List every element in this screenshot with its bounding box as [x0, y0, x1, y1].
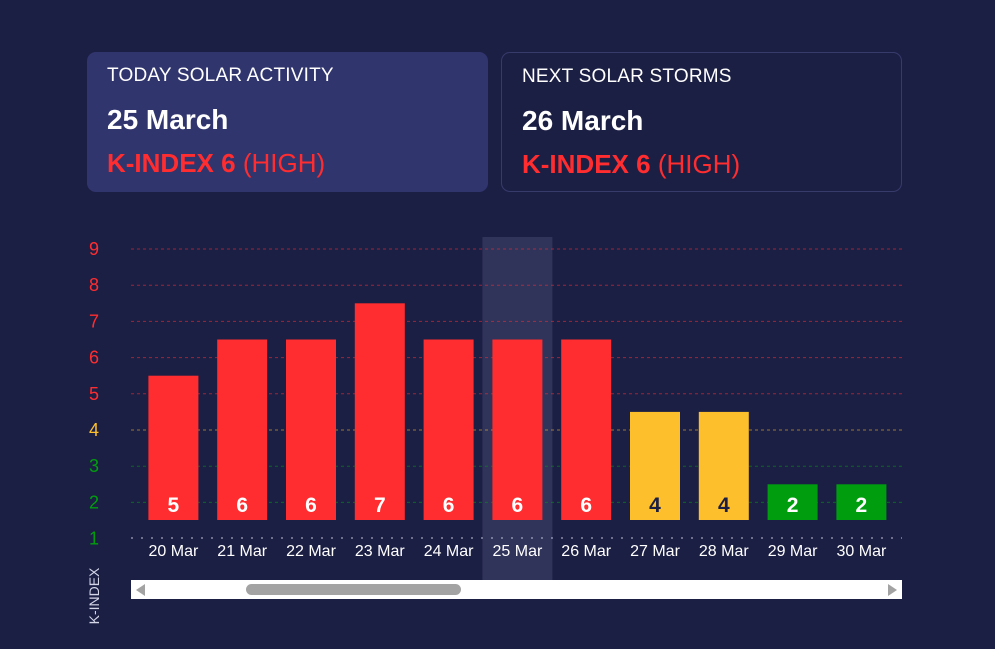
- next-kindex-level: (HIGH): [657, 149, 741, 179]
- bar: [148, 375, 199, 520]
- bar: [767, 484, 818, 520]
- x-tick-label: 26 Mar: [561, 543, 611, 560]
- bar: [217, 339, 268, 520]
- y-tick-label: 5: [89, 384, 99, 404]
- x-tick-label: 21 Mar: [217, 543, 267, 560]
- x-tick-label: 28 Mar: [699, 543, 749, 560]
- y-tick-label: 9: [89, 239, 99, 259]
- y-axis-title: K-INDEX: [86, 567, 102, 624]
- next-card-title: NEXT SOLAR STORMS: [522, 66, 732, 87]
- scrollbar-thumb[interactable]: [246, 584, 461, 595]
- bar: [423, 339, 474, 520]
- scroll-left-arrow-icon[interactable]: [136, 584, 145, 596]
- bar-data-label: 2: [856, 494, 868, 517]
- bar: [561, 339, 612, 520]
- next-solar-storms-card: NEXT SOLAR STORMS 26 March K-INDEX 6 (HI…: [501, 52, 902, 192]
- next-kindex-value: K-INDEX 6: [522, 149, 651, 179]
- bar-data-label: 6: [236, 494, 248, 517]
- bar: [836, 484, 887, 520]
- chart-horizontal-scrollbar[interactable]: [131, 580, 902, 599]
- today-kindex-value: K-INDEX 6: [107, 148, 236, 178]
- bar-data-label: 6: [305, 494, 317, 517]
- bar-data-label: 6: [443, 494, 455, 517]
- bar: [354, 303, 405, 520]
- bar-data-label: 5: [168, 494, 180, 517]
- bar: [698, 411, 749, 520]
- y-tick-label: 7: [89, 311, 99, 331]
- y-tick-label: 6: [89, 348, 99, 368]
- today-card-title: TODAY SOLAR ACTIVITY: [107, 65, 334, 86]
- x-tick-label: 22 Mar: [286, 543, 336, 560]
- bar-data-label: 6: [512, 494, 524, 517]
- y-tick-label: 2: [89, 492, 99, 512]
- x-tick-label: 27 Mar: [630, 543, 680, 560]
- x-tick-label: 30 Mar: [837, 543, 887, 560]
- bar-data-label: 4: [718, 494, 730, 517]
- y-tick-label: 8: [89, 275, 99, 295]
- x-tick-label: 29 Mar: [768, 543, 818, 560]
- bar: [286, 339, 336, 520]
- today-card-kindex: K-INDEX 6 (HIGH): [107, 148, 468, 178]
- x-tick-label: 23 Mar: [355, 543, 405, 560]
- next-card-kindex: K-INDEX 6 (HIGH): [522, 149, 881, 179]
- bar-data-label: 7: [374, 494, 386, 517]
- today-card-date: 25 March: [107, 104, 229, 135]
- x-tick-label: 24 Mar: [424, 543, 474, 560]
- bar: [630, 411, 680, 520]
- x-tick-label: 25 Mar: [493, 543, 543, 560]
- today-kindex-level: (HIGH): [242, 148, 326, 178]
- bar-data-label: 6: [580, 494, 592, 517]
- bar-data-label: 2: [787, 494, 799, 517]
- next-card-date: 26 March: [522, 105, 644, 136]
- y-tick-label: 1: [89, 529, 99, 549]
- bar-data-label: 4: [649, 494, 661, 517]
- y-tick-label: 3: [89, 456, 99, 476]
- today-solar-activity-card: TODAY SOLAR ACTIVITY 25 March K-INDEX 6 …: [87, 52, 488, 192]
- scroll-right-arrow-icon[interactable]: [888, 584, 897, 596]
- y-tick-label: 4: [89, 420, 99, 440]
- x-tick-label: 20 Mar: [149, 543, 199, 560]
- bar: [492, 339, 543, 520]
